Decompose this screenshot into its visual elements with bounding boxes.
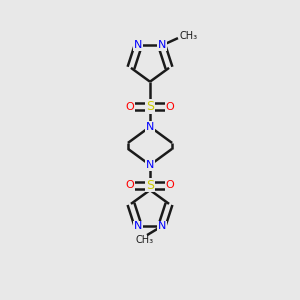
Text: N: N [158,221,166,231]
Text: N: N [158,40,166,50]
Text: CH₃: CH₃ [136,235,154,244]
Text: CH₃: CH₃ [180,31,198,41]
Text: N: N [146,160,154,170]
Text: S: S [146,178,154,191]
Text: O: O [126,180,134,190]
Text: O: O [166,180,174,190]
Text: N: N [134,221,142,231]
Text: O: O [166,102,174,112]
Text: N: N [146,122,154,132]
Text: O: O [126,102,134,112]
Text: S: S [146,100,154,113]
Text: N: N [134,40,142,50]
